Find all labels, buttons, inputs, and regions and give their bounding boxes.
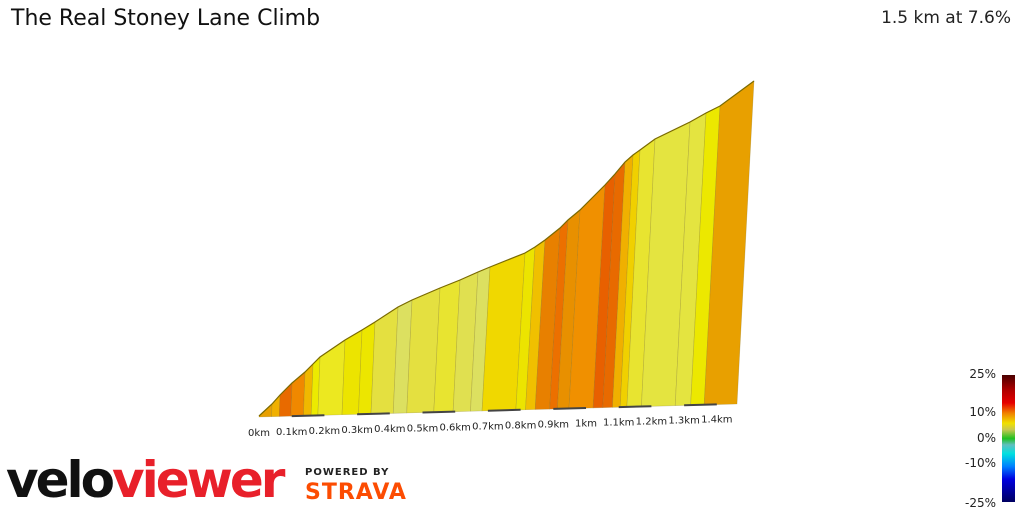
distance-tick-mark (618, 405, 652, 409)
legend-label: -25% (964, 496, 996, 510)
gradient-segment (278, 382, 293, 417)
elevation-profile: 0km 0.1km 0.2km 0.3km 0.4km 0.5km 0.6km 0.7km 0.… (248, 80, 755, 439)
profile-outline (258, 80, 755, 417)
legend-label: 25% (969, 367, 996, 381)
legend-label: -10% (964, 456, 996, 470)
distance-tick-mark (684, 403, 717, 407)
strava-logo[interactable]: STRAVA (305, 480, 407, 505)
distance-tick-label: 1.1km (603, 418, 634, 429)
distance-tick-mark (357, 412, 390, 416)
distance-tick-label: 0km (248, 428, 270, 439)
segment-summary: 1.5 km at 7.6% (881, 8, 1011, 28)
distance-tick-label: 1km (575, 419, 597, 430)
distance-tick-label: 1.4km (701, 415, 732, 426)
distance-tick-mark (487, 408, 521, 412)
distance-tick-label: 1.3km (668, 416, 699, 427)
distance-tick-label: 0.2km (309, 426, 340, 437)
distance-tick-label: 0.3km (341, 425, 372, 436)
distance-tick-mark (422, 410, 456, 414)
distance-tick-mark (553, 407, 587, 410)
distance-tick-label: 0.4km (374, 424, 405, 435)
distance-tick-label: 0.7km (472, 421, 503, 432)
distance-tick-label: 0.8km (505, 420, 536, 431)
legend-label: 10% (969, 405, 996, 419)
segment-title: The Real Stoney Lane Climb (11, 6, 321, 31)
distance-tick-label: 0.9km (538, 419, 569, 430)
powered-by-text: POWERED BY (305, 467, 390, 478)
gradient-segment (317, 339, 346, 416)
distance-tick-label: 0.6km (439, 422, 470, 433)
veloviewer-logo[interactable]: veloviewer (6, 451, 285, 509)
distance-tick-label: 0.1km (276, 427, 307, 438)
distance-tick-label: 0.5km (407, 423, 438, 434)
gradient-segment (271, 394, 281, 417)
legend-label: 0% (976, 431, 996, 445)
distance-tick-label: 1.2km (636, 417, 667, 428)
distance-tick-mark (291, 414, 325, 418)
gradient-color-scale (1002, 375, 1015, 502)
